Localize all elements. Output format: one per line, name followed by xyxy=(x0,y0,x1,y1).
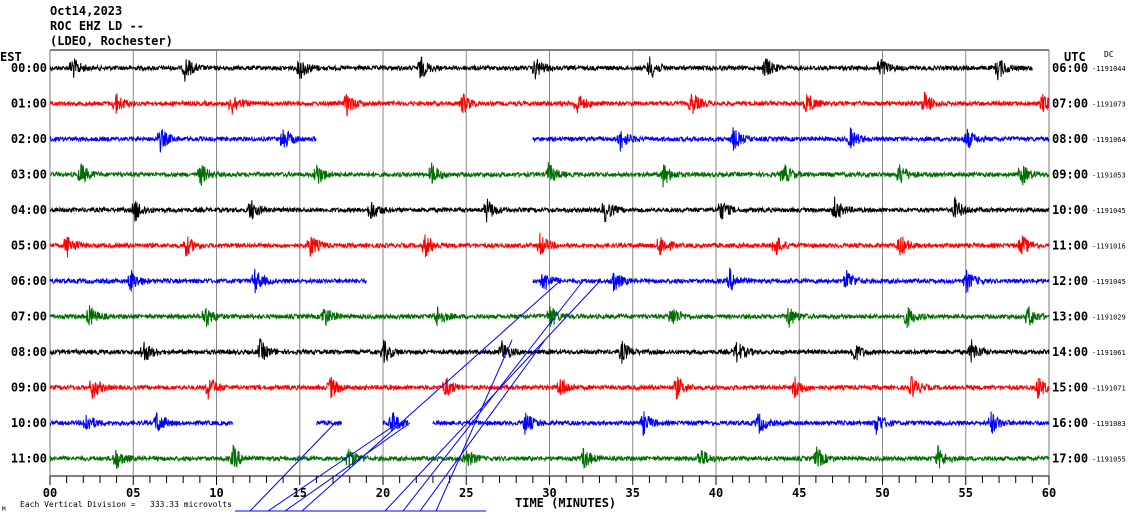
est-time-label: 03:00 xyxy=(11,168,47,182)
date-label: Oct14,2023 xyxy=(50,4,123,18)
est-time-label: 07:00 xyxy=(11,310,47,324)
est-time-label: 11:00 xyxy=(11,452,47,466)
artifact-line xyxy=(301,280,561,512)
est-time-label: 09:00 xyxy=(11,381,47,395)
dc-offset-label: -1191064 xyxy=(1092,136,1126,144)
x-axis-title: TIME (MINUTES) xyxy=(515,496,616,510)
artifact-line xyxy=(402,280,584,512)
dc-offset-label: -1191071 xyxy=(1092,385,1126,393)
utc-time-label: 08:00 xyxy=(1052,132,1088,146)
seismic-trace xyxy=(49,444,1050,469)
est-time-label: 08:00 xyxy=(11,345,47,359)
est-time-label: 01:00 xyxy=(11,97,47,111)
scale-note: Each Vertical Division = 333.33 microvol… xyxy=(20,500,232,509)
seismic-trace xyxy=(49,376,1050,400)
seismic-trace xyxy=(432,411,1050,436)
dc-label: DC xyxy=(1104,50,1114,59)
utc-time-label: 17:00 xyxy=(1052,452,1088,466)
seismic-trace xyxy=(49,162,1050,188)
utc-time-label: 06:00 xyxy=(1052,61,1088,75)
seismic-trace xyxy=(49,91,1050,117)
dc-offset-label: -1191073 xyxy=(1092,101,1126,109)
x-tick-label: 45 xyxy=(792,486,806,500)
dc-offset-label: -1191044 xyxy=(1092,65,1126,73)
dc-offset-label: -1191016 xyxy=(1092,243,1126,251)
est-time-label: 06:00 xyxy=(11,274,47,288)
dc-offset-label: -1191055 xyxy=(1092,456,1126,464)
dc-offset-label: -1191045 xyxy=(1092,207,1126,215)
seismic-trace xyxy=(532,127,1050,152)
seismic-trace xyxy=(315,419,342,427)
utc-time-label: 13:00 xyxy=(1052,310,1088,324)
seismic-trace xyxy=(49,56,1033,82)
x-tick-label: 00 xyxy=(43,486,57,500)
utc-time-label: 07:00 xyxy=(1052,97,1088,111)
seismic-trace xyxy=(49,305,1050,328)
artifact-line xyxy=(284,422,411,512)
seismic-trace xyxy=(49,196,1050,223)
x-tick-label: 55 xyxy=(959,486,973,500)
x-tick-label: 40 xyxy=(709,486,723,500)
station-label: ROC EHZ LD -- xyxy=(50,19,144,33)
artifact-line xyxy=(435,339,513,512)
x-tick-label: 60 xyxy=(1042,486,1056,500)
est-time-label: 05:00 xyxy=(11,239,47,253)
seismic-trace xyxy=(49,268,367,294)
utc-time-label: 14:00 xyxy=(1052,345,1088,359)
x-tick-label: 20 xyxy=(376,486,390,500)
artifact-line xyxy=(419,339,546,512)
x-tick-label: 25 xyxy=(459,486,473,500)
dc-offset-label: -1191083 xyxy=(1092,420,1126,428)
seismic-trace xyxy=(49,412,234,432)
seismic-trace xyxy=(532,267,1050,294)
x-tick-label: 15 xyxy=(293,486,307,500)
x-tick-label: 10 xyxy=(209,486,223,500)
dc-offset-label: -1191053 xyxy=(1092,172,1126,180)
est-time-label: 00:00 xyxy=(11,61,47,75)
x-tick-label: 05 xyxy=(126,486,140,500)
utc-time-label: 11:00 xyxy=(1052,239,1088,253)
utc-time-label: 12:00 xyxy=(1052,274,1088,288)
est-time-label: 04:00 xyxy=(11,203,47,217)
network-label: (LDEO, Rochester) xyxy=(50,34,173,48)
dc-offset-label: -1191045 xyxy=(1092,278,1126,286)
seismic-trace xyxy=(382,412,409,432)
utc-label: UTC xyxy=(1064,50,1086,64)
dc-offset-label: -1191061 xyxy=(1092,349,1126,357)
utc-time-label: 09:00 xyxy=(1052,168,1088,182)
seismic-trace xyxy=(49,129,317,153)
dc-offset-label: -1191029 xyxy=(1092,314,1126,322)
x-tick-label: 30 xyxy=(542,486,556,500)
footer-mark: M xyxy=(2,506,6,513)
est-time-label: 10:00 xyxy=(11,416,47,430)
utc-time-label: 16:00 xyxy=(1052,416,1088,430)
utc-time-label: 15:00 xyxy=(1052,381,1088,395)
est-label: EST xyxy=(0,50,22,64)
artifact-line xyxy=(267,422,399,512)
artifact-line xyxy=(249,422,336,512)
seismic-trace xyxy=(49,232,1050,258)
x-tick-label: 35 xyxy=(626,486,640,500)
seismic-trace xyxy=(49,338,1050,364)
est-time-label: 02:00 xyxy=(11,132,47,146)
x-tick-label: 50 xyxy=(875,486,889,500)
utc-time-label: 10:00 xyxy=(1052,203,1088,217)
